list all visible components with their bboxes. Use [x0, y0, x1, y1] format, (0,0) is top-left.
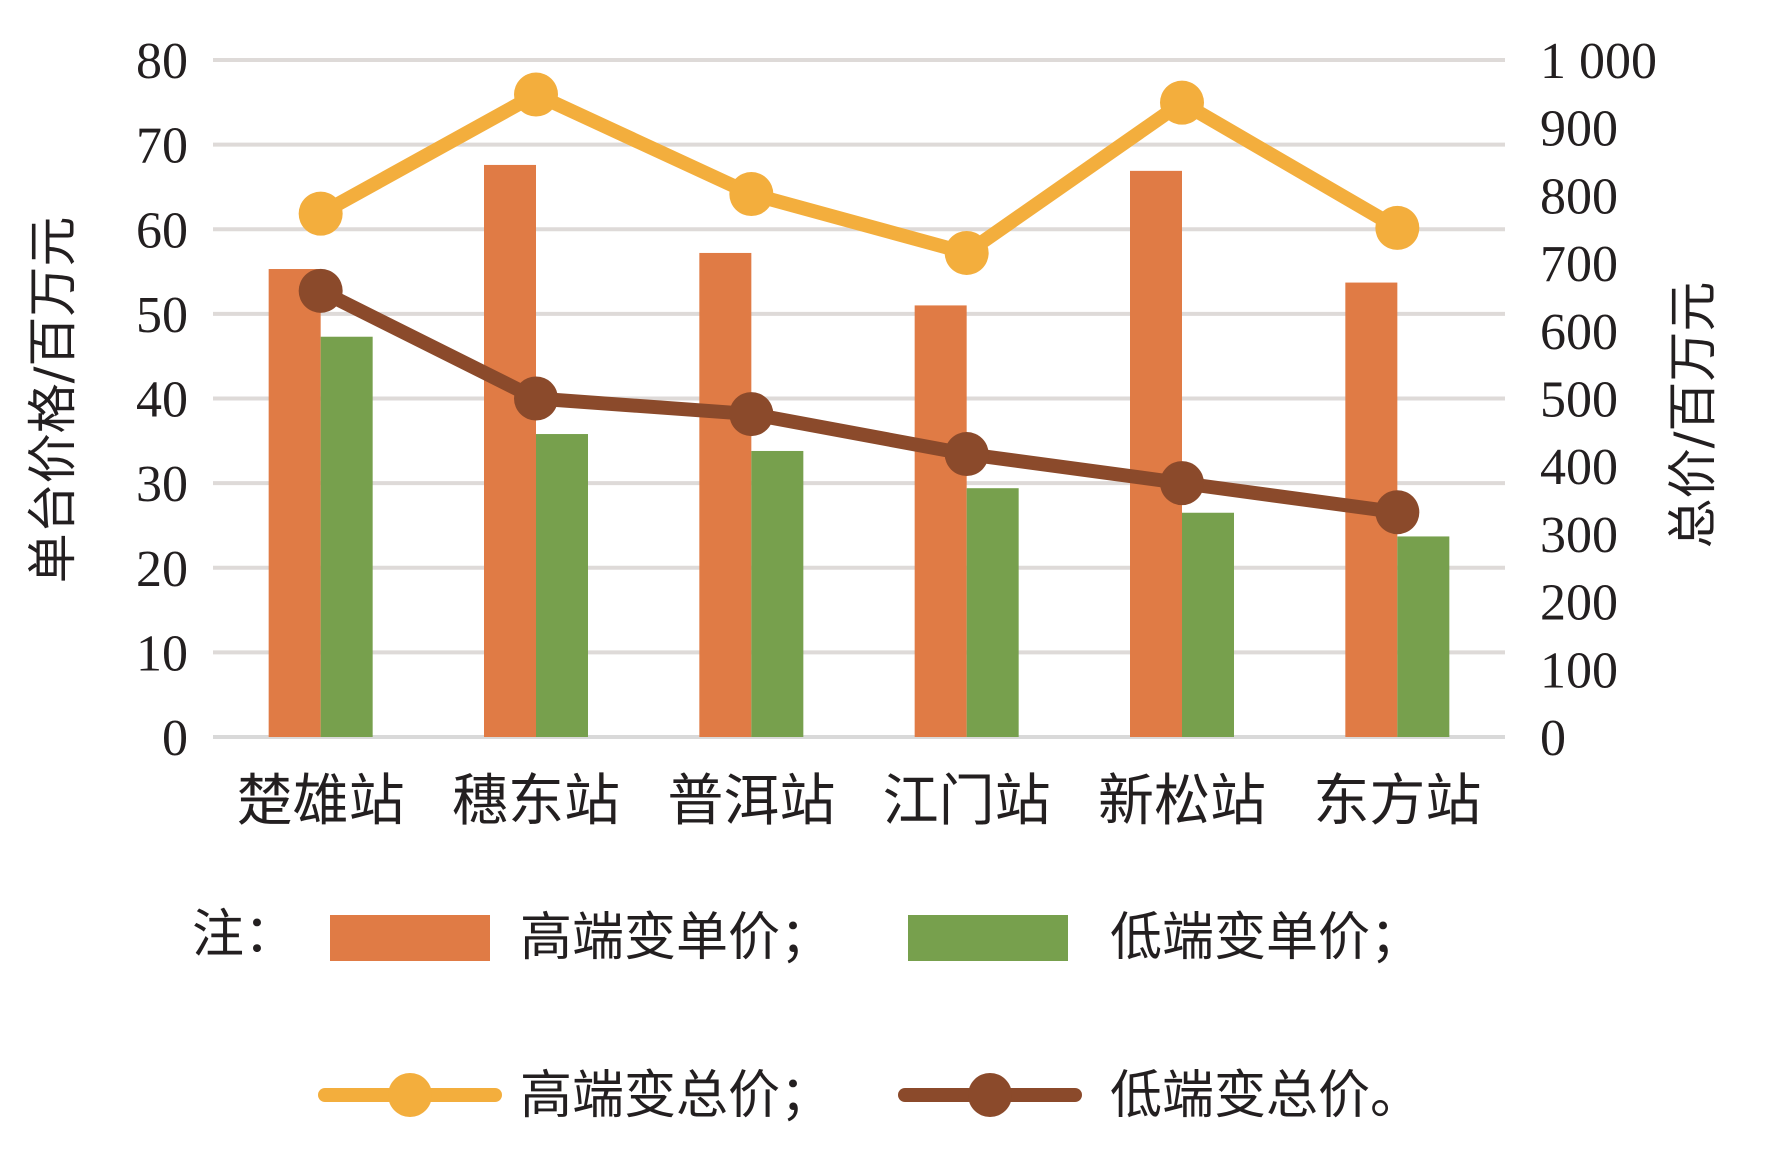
- bar: [484, 164, 536, 737]
- bar: [751, 450, 804, 737]
- right-y-tick-label: 500: [1540, 372, 1618, 429]
- right-y-tick-label: 300: [1540, 507, 1618, 564]
- right-y-tick-label: 600: [1540, 304, 1618, 361]
- legend-swatch-high-unit: [330, 915, 490, 961]
- right-y-tick-label: 200: [1540, 575, 1618, 632]
- gridlines: [213, 58, 1505, 739]
- left-y-tick-label: 0: [162, 710, 188, 767]
- left-y-tick-label: 30: [136, 456, 188, 513]
- left-y-tick-label: 20: [136, 541, 188, 598]
- legend-label-high-unit: 高端变单价；: [520, 908, 832, 968]
- series-point: [298, 268, 343, 313]
- bar: [1130, 170, 1182, 737]
- x-category-label: 普洱站: [667, 769, 835, 834]
- right-y-tick-label: 800: [1540, 168, 1618, 225]
- bar: [699, 252, 752, 737]
- bar: [1182, 512, 1234, 737]
- right-y-tick-label: 0: [1540, 710, 1566, 767]
- right-y-tick-label: 400: [1540, 439, 1618, 496]
- legend-label-high-total: 高端变总价；: [520, 1066, 832, 1126]
- x-category-label: 穗东站: [452, 769, 620, 834]
- left-y-tick-label: 10: [136, 625, 188, 682]
- left-y-tick-label: 60: [136, 202, 188, 259]
- legend-label-low-unit: 低端变单价；: [1110, 908, 1422, 968]
- legend: 注： 高端变单价； 低端变单价； 高端变总价； 低端变总价。: [192, 905, 1422, 1126]
- series-point: [298, 191, 343, 236]
- legend-swatch-low-unit: [908, 915, 1068, 961]
- legend-prefix: 注：: [192, 905, 296, 965]
- series-line: [313, 283, 1405, 520]
- bar: [268, 269, 321, 737]
- legend-marker-high-total: [388, 1073, 432, 1117]
- series-point: [514, 376, 558, 421]
- left-y-tick-label: 80: [136, 33, 188, 90]
- series-point: [1375, 205, 1420, 250]
- right-y-tick-label: 900: [1540, 101, 1618, 158]
- legend-label-low-total: 低端变总价。: [1110, 1066, 1422, 1126]
- series-point: [1160, 80, 1204, 125]
- x-category-labels: 楚雄站 穗东站 普洱站 江门站 新松站 东方站: [237, 769, 1482, 834]
- right-y-tick-label: 1 000: [1540, 33, 1657, 90]
- series-point: [729, 172, 774, 217]
- series-point: [1375, 490, 1420, 535]
- left-y-tick-label: 70: [136, 118, 188, 175]
- right-y-tick-label: 700: [1540, 236, 1618, 293]
- right-axis-title: 总价/百万元: [1664, 282, 1722, 549]
- series-point: [1160, 461, 1204, 506]
- x-category-label: 东方站: [1313, 769, 1481, 834]
- right-y-tick-label: 100: [1540, 642, 1618, 699]
- right-y-tick-labels: 0 100 200 300 400 500 600 700 800 900 1 000: [1540, 33, 1657, 767]
- x-category-label: 楚雄站: [237, 769, 405, 834]
- lines: [298, 72, 1420, 535]
- left-y-tick-labels: 0 10 20 30 40 50 60 70 80: [136, 33, 188, 767]
- bar: [966, 488, 1019, 737]
- series-point: [729, 392, 774, 437]
- bar: [914, 305, 967, 737]
- bar: [320, 336, 373, 737]
- x-category-label: 江门站: [883, 769, 1051, 834]
- bar: [1397, 536, 1450, 737]
- bar: [536, 434, 588, 737]
- x-category-label: 新松站: [1098, 769, 1266, 834]
- left-y-tick-label: 50: [136, 287, 188, 344]
- series-line: [313, 87, 1405, 260]
- series-point: [944, 230, 989, 275]
- series-point: [944, 432, 989, 477]
- left-y-tick-label: 40: [136, 372, 188, 429]
- series-point: [514, 72, 558, 117]
- left-axis-title: 单台价格/百万元: [24, 217, 82, 584]
- legend-marker-low-total: [968, 1073, 1012, 1117]
